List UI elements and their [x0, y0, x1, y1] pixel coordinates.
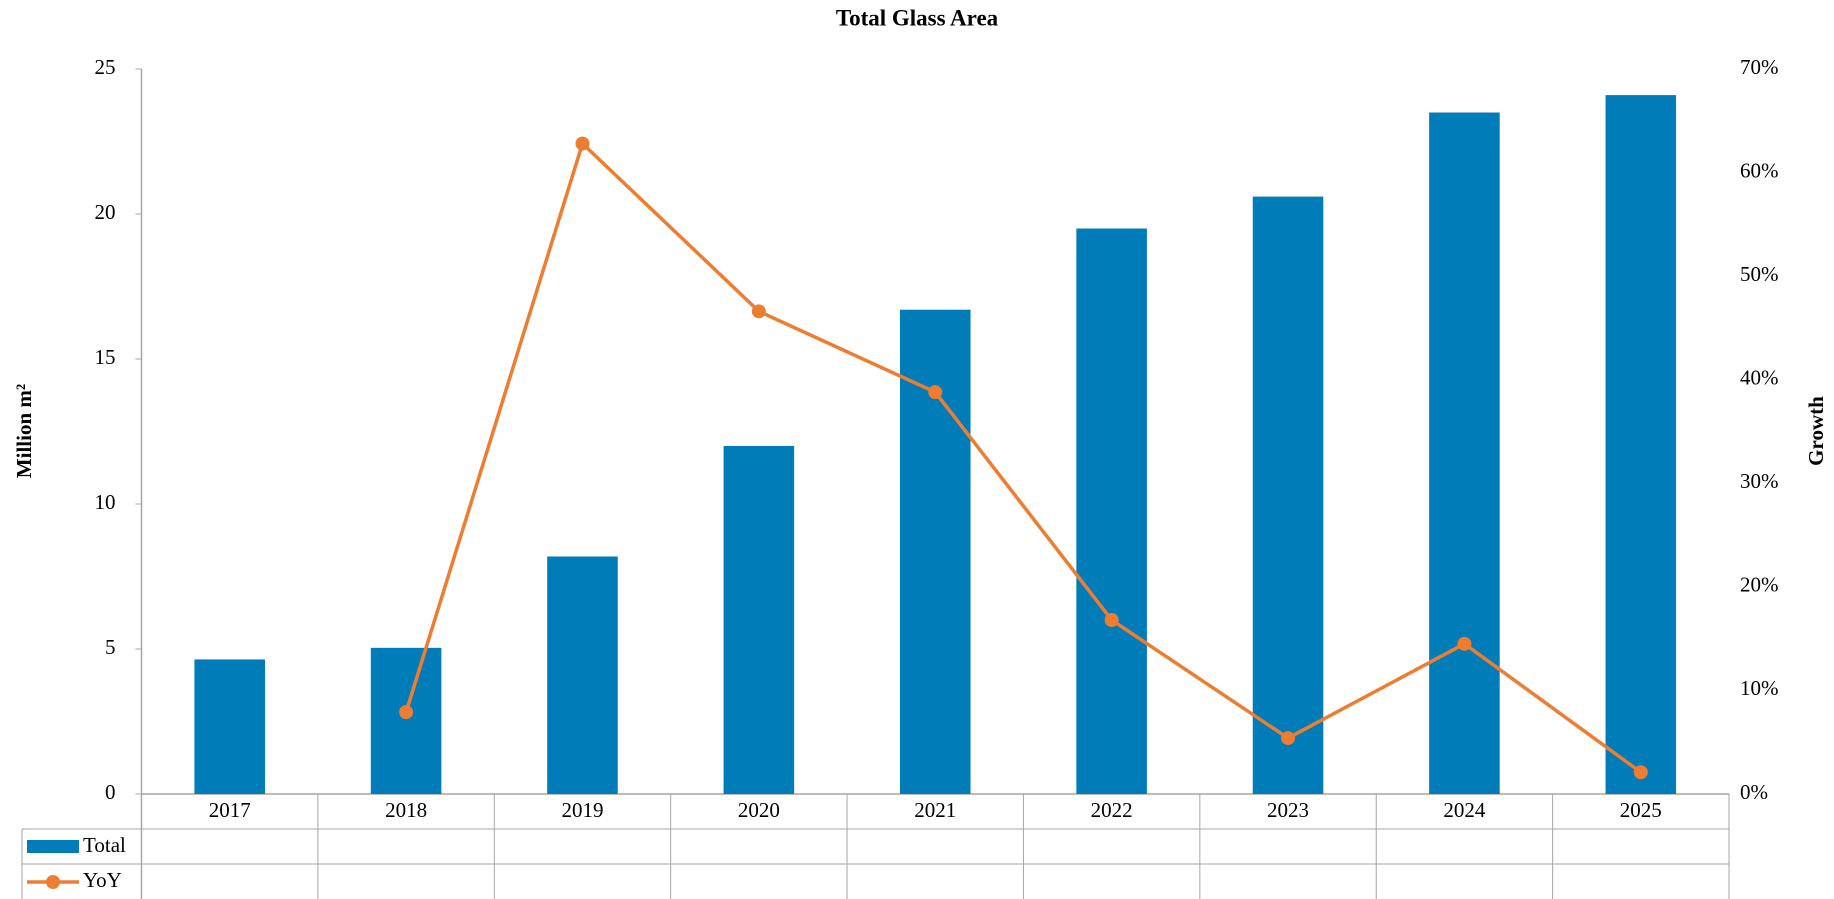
bar: [723, 446, 795, 794]
bar: [194, 659, 265, 794]
y2-tick-label: 60%: [1740, 158, 1779, 182]
x-tick-label: 2020: [738, 798, 780, 822]
legend-label: YoY: [83, 868, 122, 892]
y2-tick-label: 50%: [1740, 262, 1779, 286]
y-tick-label: 5: [105, 635, 116, 659]
y-tick-label: 20: [95, 200, 116, 224]
x-tick-label: 2023: [1267, 798, 1309, 822]
bar: [1076, 228, 1147, 794]
x-tick-label: 2019: [561, 798, 603, 822]
line-point: [1281, 731, 1296, 746]
y2-tick-label: 30%: [1740, 469, 1779, 493]
bar: [1252, 196, 1324, 795]
y2-axis-label: Growth: [1804, 396, 1828, 466]
y2-tick-label: 40%: [1740, 366, 1779, 390]
legend-label: Total: [83, 833, 126, 857]
legend-marker: [46, 875, 60, 889]
y2-tick-label: 0%: [1740, 780, 1768, 804]
line: [404, 140, 1642, 774]
line-point: [399, 705, 414, 720]
line-point: [1457, 636, 1472, 651]
y-axis-label: Million m²: [12, 384, 36, 478]
y-tick-label: 10: [95, 490, 116, 514]
x-tick-label: 2025: [1620, 798, 1662, 822]
x-tick-label: 2021: [914, 798, 956, 822]
line-point: [1104, 613, 1119, 627]
x-tick-label: 2017: [209, 798, 251, 822]
chart-title: Total Glass Area: [836, 5, 999, 30]
x-tick-label: 2024: [1443, 798, 1486, 822]
bar: [1605, 95, 1677, 795]
y2-tick-label: 20%: [1740, 573, 1779, 597]
y-tick-label: 25: [95, 55, 116, 79]
bar: [370, 647, 442, 794]
y-tick-label: 15: [95, 345, 116, 369]
bar: [547, 556, 618, 794]
line-point: [928, 385, 943, 400]
y2-tick-label: 70%: [1740, 55, 1779, 79]
y2-tick-label: 10%: [1740, 676, 1779, 700]
y-tick-label: 0: [105, 780, 116, 804]
line-point: [575, 136, 590, 151]
bar: [1429, 112, 1500, 794]
x-tick-label: 2018: [385, 798, 427, 822]
line-point: [1633, 765, 1648, 780]
legend-swatch: [27, 840, 79, 853]
x-tick-label: 2022: [1091, 798, 1133, 822]
line-point: [751, 304, 766, 319]
